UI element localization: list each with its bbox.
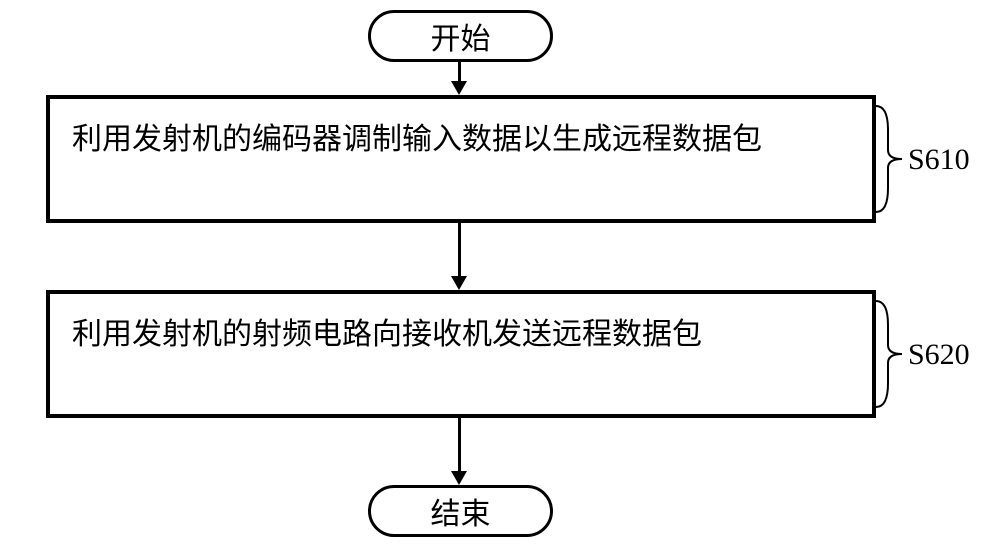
step1-node: 利用发射机的编码器调制输入数据以生成远程数据包 [46, 95, 876, 223]
s620-text: S620 [908, 338, 970, 372]
edge-start-step1-head [451, 81, 467, 95]
step1-text: 利用发射机的编码器调制输入数据以生成远程数据包 [72, 123, 762, 156]
step2-text: 利用发射机的射频电路向接收机发送远程数据包 [72, 318, 702, 351]
s610-text: S610 [908, 143, 970, 177]
flowchart-container: 开始 利用发射机的编码器调制输入数据以生成远程数据包 S610 利用发射机的射频… [0, 0, 1000, 556]
edge-step2-end [458, 418, 461, 472]
start-label: 开始 [431, 14, 491, 58]
step2-node: 利用发射机的射频电路向接收机发送远程数据包 [46, 290, 876, 418]
end-label: 结束 [431, 489, 491, 533]
edge-start-step1 [458, 62, 461, 82]
edge-step1-step2-head [451, 276, 467, 290]
s610-curve [876, 100, 906, 218]
edge-step1-step2 [458, 223, 461, 277]
edge-step2-end-head [451, 471, 467, 485]
s620-curve [876, 295, 906, 413]
s610-label: S610 [908, 143, 970, 177]
s620-label: S620 [908, 338, 970, 372]
start-node: 开始 [368, 10, 553, 62]
end-node: 结束 [368, 485, 553, 537]
